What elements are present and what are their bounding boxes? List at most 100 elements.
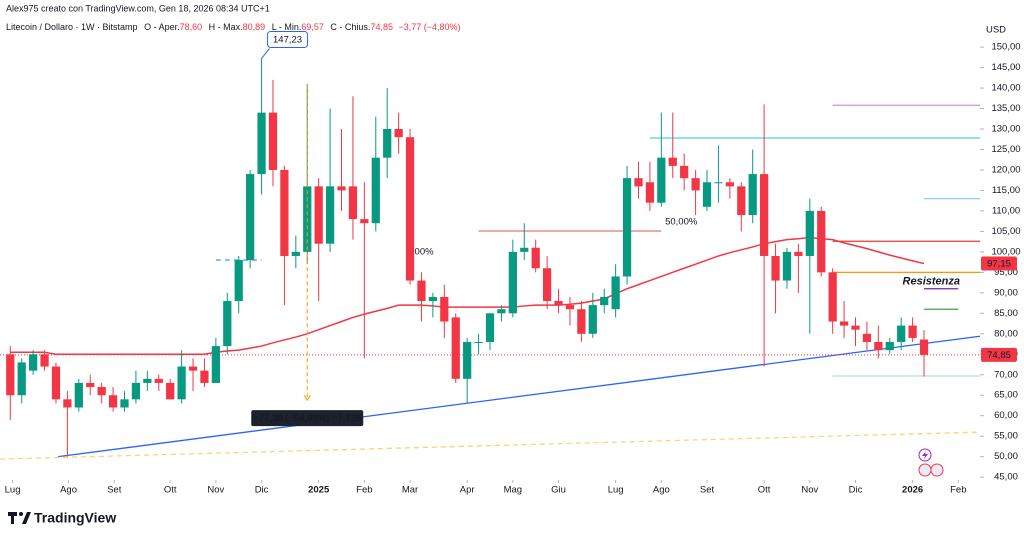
ohlc-change: −3,77 (−4,80%) <box>398 22 460 32</box>
y-tick-label: 135,00 <box>991 103 1020 114</box>
ohlc-key: O - Aper. <box>144 22 180 32</box>
candle-body <box>131 382 141 400</box>
x-tick-label: Dic <box>255 485 269 496</box>
candle-body <box>268 112 278 170</box>
ohlc-key: L - Min. <box>272 22 302 32</box>
candle-body <box>234 260 243 302</box>
candle-body <box>108 395 118 408</box>
y-tick-label: 115,00 <box>992 185 1020 196</box>
candle-body <box>817 210 826 273</box>
measure-box <box>251 410 364 427</box>
candle-body <box>463 341 472 379</box>
moving-average <box>10 236 925 356</box>
ohlc-key: C - Chius. <box>330 22 370 32</box>
candle-body <box>166 382 175 400</box>
candle-body <box>394 129 403 138</box>
candle-body <box>885 341 894 351</box>
x-tick-label: Ott <box>758 485 771 496</box>
candle-body <box>97 387 106 396</box>
candle-body <box>737 186 746 216</box>
candle-body <box>200 370 209 383</box>
plot-area: Resistenza 50,00% 0,00% −77,38 (−54,98%) −7… <box>0 48 980 460</box>
candle-body <box>440 296 449 322</box>
candle-body <box>862 333 872 342</box>
candle-body <box>74 382 83 408</box>
candle-body <box>897 325 906 342</box>
y-tick-label: 80,00 <box>994 328 1018 339</box>
y-tick-label: 50,00 <box>994 451 1018 462</box>
y-tick-label: 85,00 <box>994 308 1018 319</box>
candle-body <box>51 366 61 400</box>
candle-body <box>383 129 392 158</box>
event-icon <box>922 451 928 459</box>
x-tick-label: 2026 <box>902 485 923 496</box>
candle-body <box>86 382 95 388</box>
y-tick-label: 45,00 <box>994 472 1018 483</box>
y-tick-label: 110,00 <box>992 205 1020 216</box>
candle-body <box>154 378 163 383</box>
candle-body <box>6 354 15 396</box>
candle-body <box>657 157 666 203</box>
candle-body <box>417 280 426 302</box>
candle-body <box>120 399 129 408</box>
candle-body <box>520 247 529 252</box>
x-tick-label: Mag <box>504 485 522 496</box>
candle-body <box>63 399 72 408</box>
x-tick-label: Set <box>700 485 715 496</box>
x-tick-label: Set <box>107 485 122 496</box>
candle-body <box>634 178 643 187</box>
drawing-line <box>58 335 980 458</box>
candle-body <box>188 366 198 371</box>
candle-body <box>622 178 632 277</box>
candle-body <box>211 346 220 383</box>
candle-body <box>828 272 837 322</box>
ohlc-key: H - Max. <box>209 22 243 32</box>
price-label-box <box>981 256 1017 271</box>
candle-body <box>668 157 677 166</box>
candle-body <box>40 354 49 367</box>
price-label-box <box>981 347 1017 362</box>
candle-body <box>337 186 346 191</box>
candle-body <box>29 354 38 371</box>
candle-body <box>531 247 540 269</box>
y-tick-label: 140,00 <box>991 83 1020 94</box>
x-tick-label: Dic <box>849 485 863 496</box>
x-tick-label: Nov <box>207 485 224 496</box>
candle-body <box>805 210 814 256</box>
y-tick-label: 130,00 <box>991 124 1020 135</box>
y-tick-label: 90,00 <box>994 287 1018 298</box>
y-tick-label: 95,00 <box>994 267 1018 278</box>
y-tick-label: 120,00 <box>991 164 1020 175</box>
callout-stem <box>261 48 270 59</box>
ohlc-value: 78,60 <box>180 22 203 32</box>
y-tick-label: 60,00 <box>994 410 1018 421</box>
candle-body <box>748 174 757 216</box>
candle-body <box>645 182 655 203</box>
legend: Litecoin / Dollaro · 1W · Bitstamp O - A… <box>6 22 461 32</box>
x-tick-label: 2025 <box>308 485 330 496</box>
x-tick-label: Nov <box>801 485 818 496</box>
candle-body <box>577 309 586 334</box>
logo-text: TradingView <box>34 510 116 526</box>
candle-body <box>714 182 723 184</box>
candle-body <box>588 305 597 334</box>
candle-body <box>451 317 460 379</box>
x-tick-label: Ott <box>164 485 177 496</box>
ohlc-value: 74,85 <box>370 22 393 32</box>
candle-body <box>177 366 186 400</box>
candle-body <box>291 251 300 256</box>
x-tick-label: Feb <box>356 485 372 496</box>
candle-body <box>348 186 358 220</box>
axes: 45,0050,0055,0060,0065,0070,0075,0080,00… <box>5 42 1021 496</box>
candle-body <box>223 301 232 347</box>
y-tick-label: 125,00 <box>991 144 1020 155</box>
y-tick-label: 105,00 <box>991 226 1020 237</box>
symbol: Litecoin / Dollaro · 1W · Bitstamp <box>6 22 138 32</box>
y-tick-label: 65,00 <box>994 390 1018 401</box>
candle-body <box>908 325 917 338</box>
measure-arrow <box>303 394 311 402</box>
candle-body <box>405 137 415 281</box>
drawing-label: Resistenza <box>903 275 960 287</box>
